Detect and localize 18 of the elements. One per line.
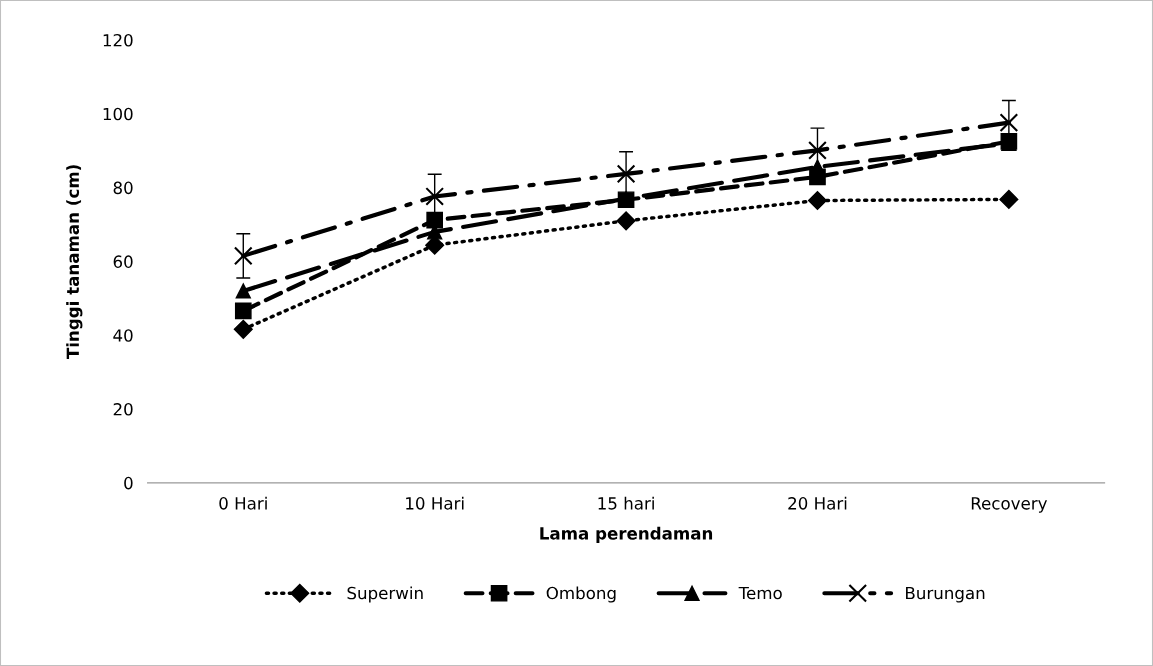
x-axis-title: Lama perendaman <box>540 526 713 543</box>
y-axis-title: Tinggi tanaman (cm) <box>66 165 83 360</box>
y-tick-label: 0 <box>124 476 133 490</box>
y-tick-label: 100 <box>103 107 133 121</box>
legend-label: Temo <box>738 586 782 600</box>
y-tick-label: 120 <box>103 33 133 47</box>
y-tick-label: 40 <box>113 329 133 342</box>
x-tick-label: 10 Hari <box>406 496 464 510</box>
x-tick-label: Recovery <box>971 497 1048 513</box>
y-tick-label: 80 <box>113 181 133 195</box>
x-tick-label: 0 Hari <box>219 496 267 510</box>
y-tick-label: 60 <box>113 255 133 268</box>
y-tick-label: 20 <box>113 403 133 416</box>
legend-label: Superwin <box>347 586 423 603</box>
x-tick-label: 20 Hari <box>788 496 847 510</box>
x-tick-label: 15 hari <box>598 496 654 510</box>
legend-label: Burungan <box>906 586 985 603</box>
legend-label: Ombong <box>546 586 616 603</box>
